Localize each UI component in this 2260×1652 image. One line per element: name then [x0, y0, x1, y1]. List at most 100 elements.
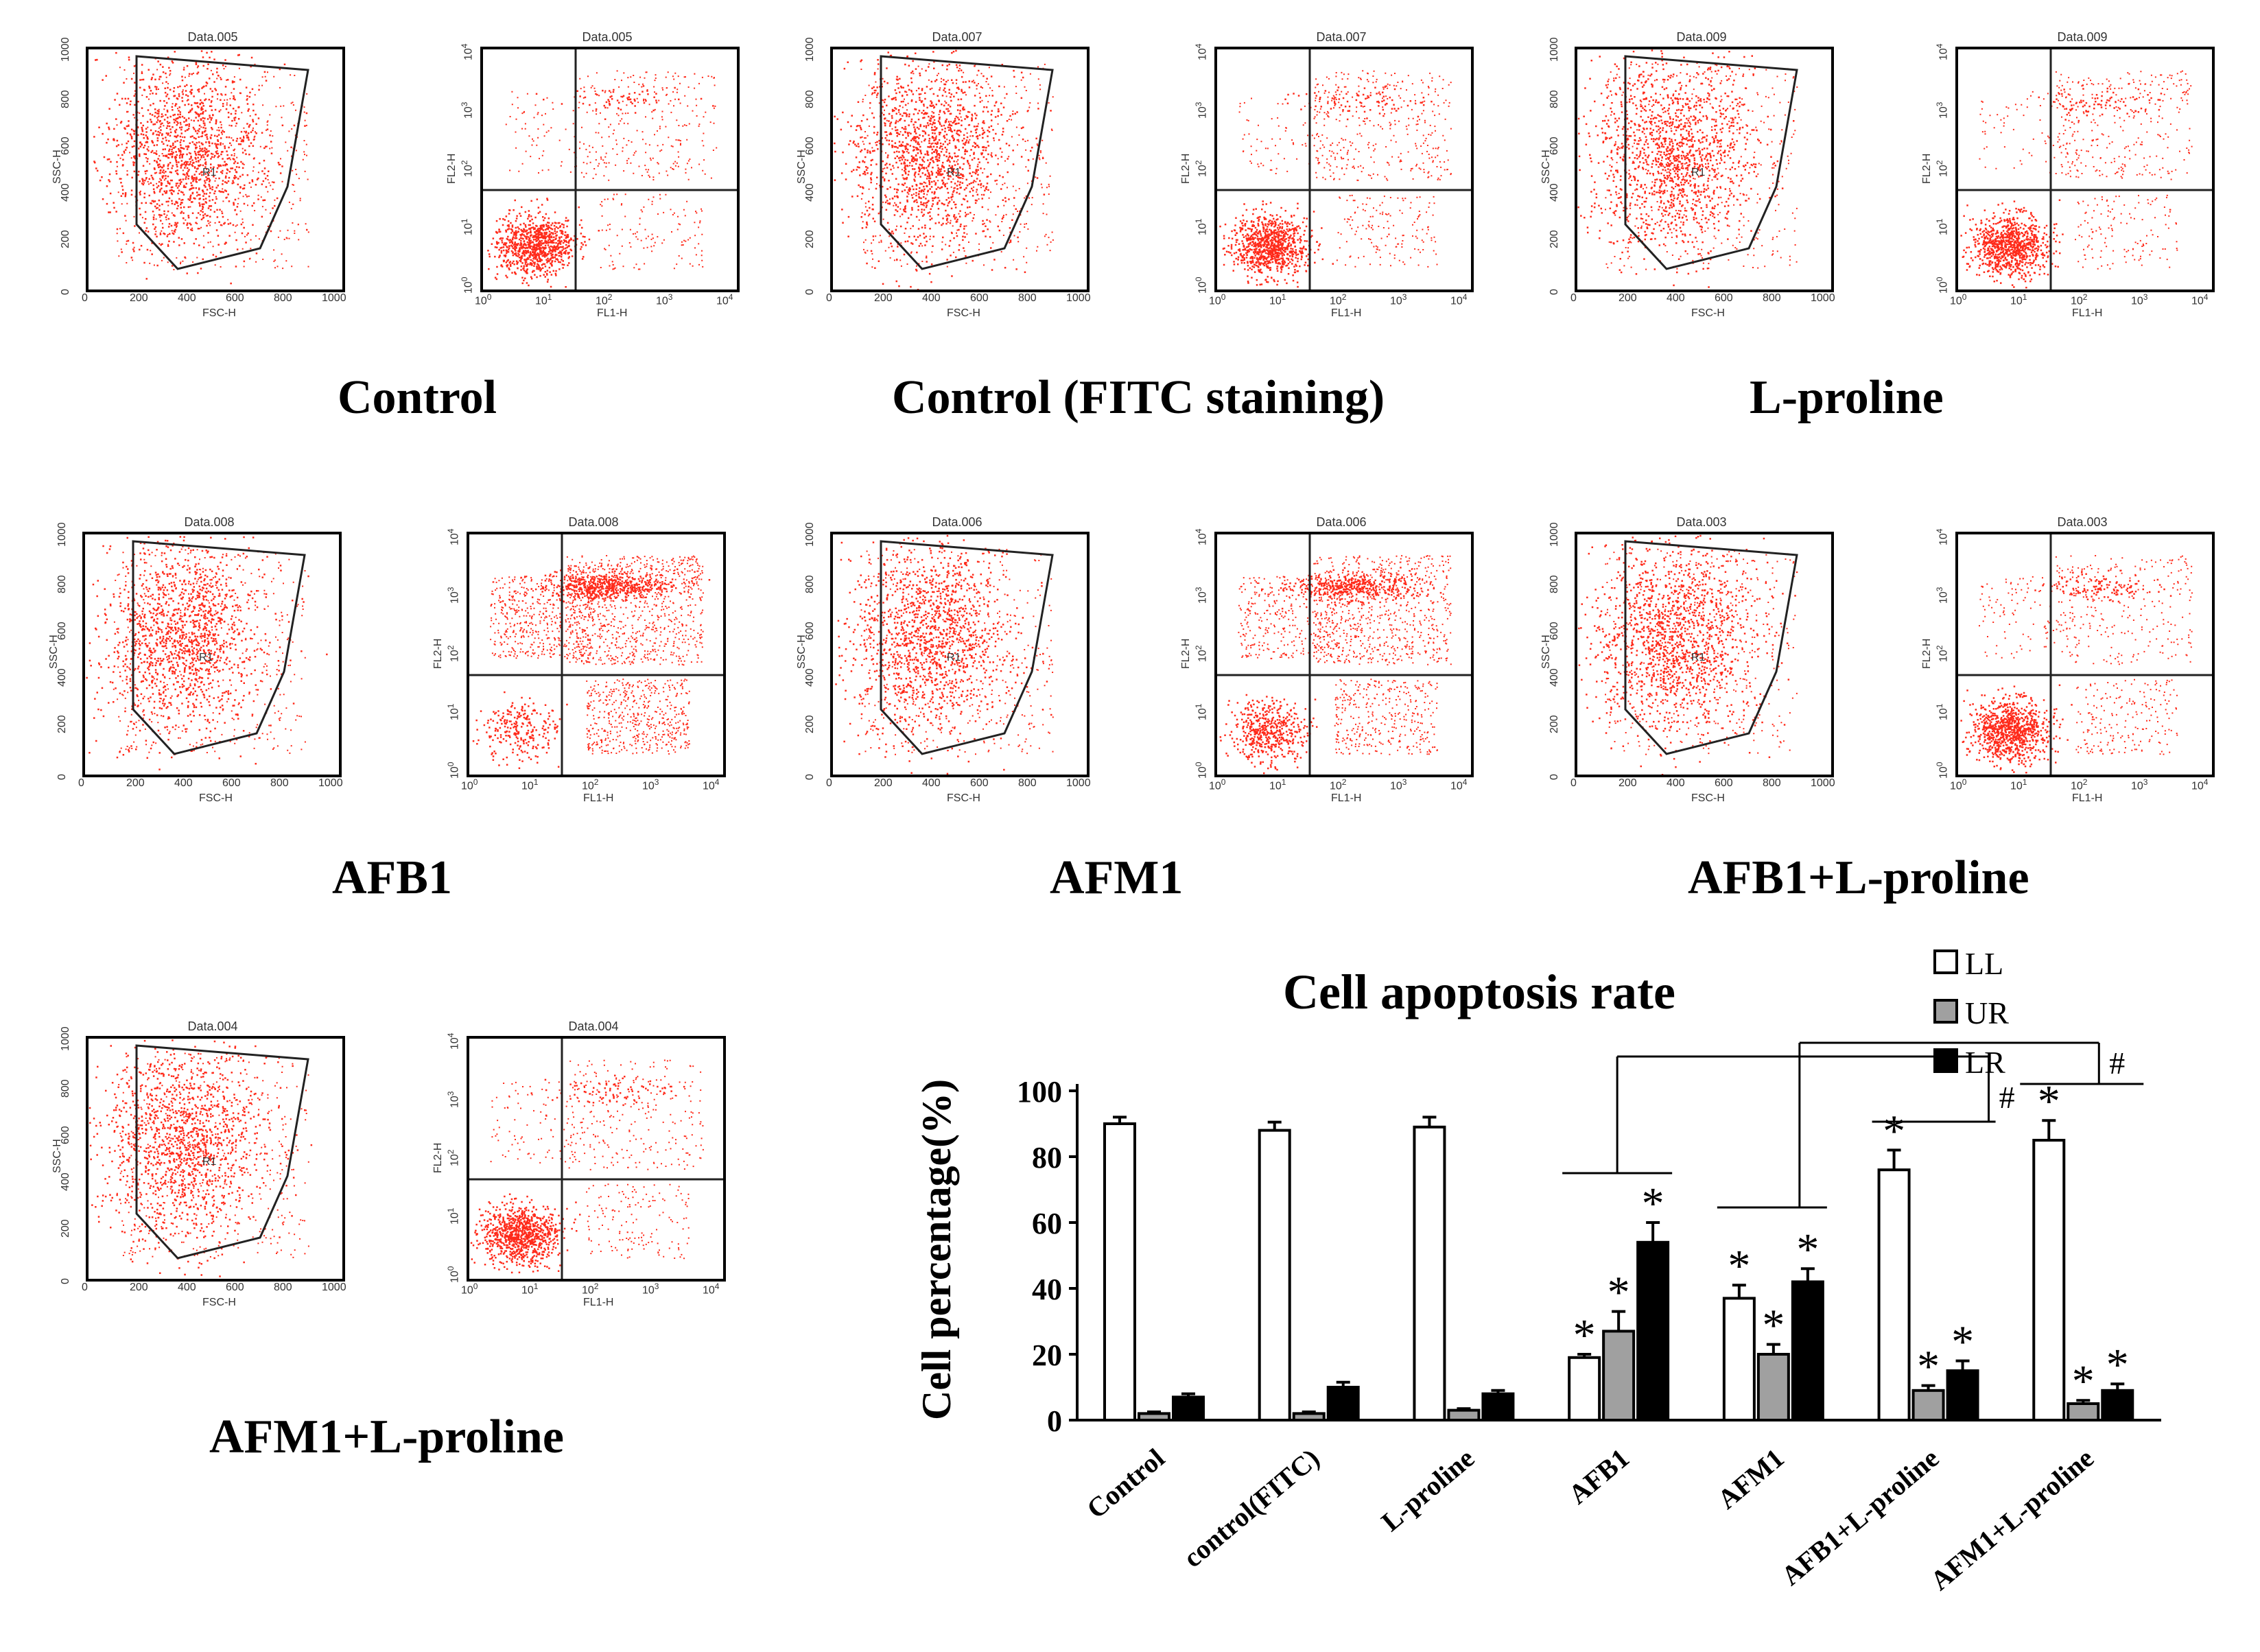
scatter-x-tick: 1000	[1811, 777, 1835, 789]
quad-y-tick: 102	[446, 1149, 461, 1166]
gate-r1	[1624, 540, 1798, 755]
quad-y-label: FL2-H	[1921, 153, 1933, 184]
gate-label: R1	[202, 167, 217, 178]
y-tick-label: 40	[1032, 1273, 1062, 1306]
quad-x-tick: 104	[703, 777, 720, 792]
quad-y-tick: 100	[446, 1266, 461, 1283]
scatter-y-tick: 800	[56, 575, 68, 593]
quad-title: Data.006	[1316, 515, 1367, 529]
scatter-x-tick: 400	[178, 292, 196, 304]
scatter-y-tick: 1000	[56, 522, 68, 547]
fsc-ssc-dots	[89, 1039, 313, 1277]
tick-exponent: 1	[533, 1282, 539, 1291]
tick-exponent: 1	[1281, 292, 1286, 302]
quad-y-tick: 101	[460, 218, 475, 235]
legend-label: LL	[1965, 947, 2003, 981]
tick-exponent: 1	[446, 1207, 456, 1213]
scatter-title: Data.008	[184, 515, 235, 529]
fl1-fl2-dots	[1217, 534, 1471, 775]
tick-exponent: 2	[1935, 160, 1944, 165]
scatter-x-tick: 1000	[1066, 292, 1091, 304]
quad-x-tick: 100	[1950, 292, 1967, 307]
scatter-y-tick: 0	[1549, 774, 1560, 780]
quad-y-tick: 101	[1194, 218, 1209, 235]
scatter-x-tick: 0	[826, 777, 832, 789]
quad-title: Data.005	[582, 30, 633, 44]
quad-y-label: FL2-H	[1180, 638, 1192, 669]
scatter-y-tick: 800	[1549, 575, 1560, 593]
event-dots	[487, 70, 718, 288]
quad-x-tick: 104	[716, 292, 733, 307]
scatter-x-tick: 400	[922, 292, 941, 304]
quad-y-tick: 104	[446, 528, 461, 545]
fsc-ssc-plot	[82, 532, 342, 777]
scatter-x-tick: 800	[1018, 777, 1037, 789]
tick-exponent: 4	[446, 1032, 456, 1038]
tick-exponent: 4	[1935, 43, 1944, 49]
fl1-fl2-plot	[480, 47, 740, 292]
bar-ll	[1877, 1168, 1911, 1421]
scatter-y-tick: 0	[60, 1278, 71, 1284]
scatter-x-tick: 400	[1667, 292, 1685, 304]
scatter-y-tick: 200	[56, 715, 68, 733]
scatter-x-tick: 400	[178, 1282, 196, 1293]
scatter-x-label: FSC-H	[199, 792, 233, 804]
scatter-y-tick: 800	[60, 90, 71, 108]
significance-star: *	[1951, 1317, 1974, 1367]
scatter-y-tick: 0	[804, 289, 816, 295]
quad-y-tick: 104	[446, 1032, 461, 1050]
quad-y-label: FL2-H	[446, 153, 458, 184]
scatter-x-tick: 200	[874, 292, 893, 304]
tick-exponent: 4	[2203, 777, 2209, 787]
tick-exponent: 2	[2082, 777, 2088, 787]
scatter-x-tick: 0	[82, 1282, 88, 1293]
scatter-x-label: FSC-H	[1691, 307, 1725, 319]
tick-exponent: 1	[1194, 218, 1203, 224]
tick-exponent: 3	[654, 777, 659, 787]
significance-star: *	[1762, 1301, 1785, 1351]
scatter-x-tick: 200	[130, 292, 148, 304]
event-dots	[93, 50, 309, 285]
significance-star: *	[1608, 1268, 1630, 1318]
bar-lr	[1326, 1386, 1360, 1421]
quad-x-tick: 100	[1209, 777, 1226, 792]
tick-exponent: 4	[1194, 528, 1203, 534]
event-dots	[89, 1039, 313, 1277]
scatter-y-tick: 400	[804, 183, 816, 202]
scatter-y-tick: 0	[1549, 289, 1560, 295]
significance-star: *	[1796, 1225, 1819, 1275]
tick-exponent: 1	[1935, 703, 1944, 709]
fl1-fl2-plot	[1214, 532, 1474, 777]
scatter-y-tick: 600	[1549, 137, 1560, 155]
event-dots	[1960, 70, 2193, 289]
scatter-x-tick: 800	[1018, 292, 1037, 304]
significance-hash: #	[2109, 1046, 2125, 1081]
quad-x-tick: 100	[1950, 777, 1967, 792]
fsc-ssc-plot	[1575, 47, 1834, 292]
quad-x-tick: 103	[642, 777, 659, 792]
bar-lr	[1636, 1240, 1670, 1421]
quad-y-tick: 100	[446, 762, 461, 779]
quad-x-tick: 103	[1390, 777, 1407, 792]
quad-title: Data.008	[568, 515, 619, 529]
quad-title: Data.003	[2057, 515, 2108, 529]
tick-exponent: 3	[1935, 587, 1944, 592]
scatter-x-tick: 400	[1667, 777, 1685, 789]
scatter-y-tick: 400	[60, 1172, 71, 1191]
scatter-y-tick: 1000	[60, 1026, 71, 1051]
tick-exponent: 0	[1221, 777, 1226, 787]
gate-r1	[1624, 55, 1798, 270]
tick-exponent: 0	[473, 777, 478, 787]
fsc-ssc-dots	[86, 536, 328, 770]
scatter-y-tick: 800	[804, 90, 816, 108]
event-dots	[834, 49, 1054, 290]
y-tick-label: 0	[1047, 1404, 1062, 1438]
tick-exponent: 1	[547, 292, 552, 302]
tick-exponent: 3	[446, 587, 456, 592]
significance-star: *	[1728, 1241, 1750, 1291]
scatter-title: Data.007	[932, 30, 982, 44]
quad-y-tick: 103	[460, 102, 475, 119]
scatter-y-tick: 0	[60, 289, 71, 295]
y-tick-label: 80	[1032, 1141, 1062, 1175]
scatter-y-tick: 1000	[1549, 37, 1560, 62]
